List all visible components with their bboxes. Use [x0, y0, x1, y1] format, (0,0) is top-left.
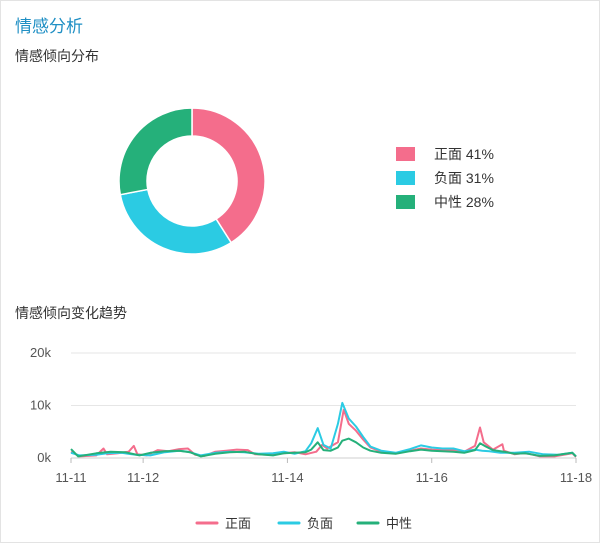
donut-legend-swatch-1 — [396, 171, 415, 185]
donut-legend-label-0: 正面 41% — [434, 146, 494, 162]
donut-slice-0[interactable] — [191, 107, 266, 244]
x-tick-label-1: 11-12 — [127, 470, 159, 485]
x-tick-label-3: 11-16 — [416, 470, 448, 485]
y-tick-label-1: 10k — [30, 398, 51, 413]
donut-legend-swatch-0 — [396, 147, 415, 161]
trend-legend-label-1[interactable]: 负面 — [307, 516, 333, 531]
y-tick-label-2: 20k — [30, 345, 51, 360]
series-line-1[interactable] — [70, 401, 577, 458]
x-tick-label-2: 11-14 — [271, 470, 303, 485]
trend-section-title: 情感倾向变化趋势 — [15, 305, 127, 321]
trend-legend-label-2[interactable]: 中性 — [386, 516, 412, 531]
x-tick-label-0: 11-11 — [55, 470, 86, 485]
donut-legend-label-1: 负面 31% — [434, 170, 494, 186]
donut-slice-1[interactable] — [119, 188, 233, 255]
trend-legend-label-0[interactable]: 正面 — [225, 516, 251, 531]
y-tick-label-0: 0k — [37, 450, 51, 465]
distribution-section-title: 情感倾向分布 — [15, 48, 99, 64]
donut-legend-swatch-2 — [396, 195, 415, 209]
donut-legend-label-2: 中性 28% — [434, 194, 494, 210]
donut-slice-2[interactable] — [118, 107, 193, 196]
trend-line-chart: 0k 10k 20k 11-11 11-12 11-14 11-16 11-18 正面 负面 中性 — [30, 345, 592, 531]
panel-title: 情感分析 — [15, 17, 83, 36]
donut-chart: 正面 41% 负面 31% 中性 28% — [118, 107, 494, 255]
series-line-2[interactable] — [70, 437, 577, 458]
x-tick-label-4: 11-18 — [560, 470, 592, 485]
